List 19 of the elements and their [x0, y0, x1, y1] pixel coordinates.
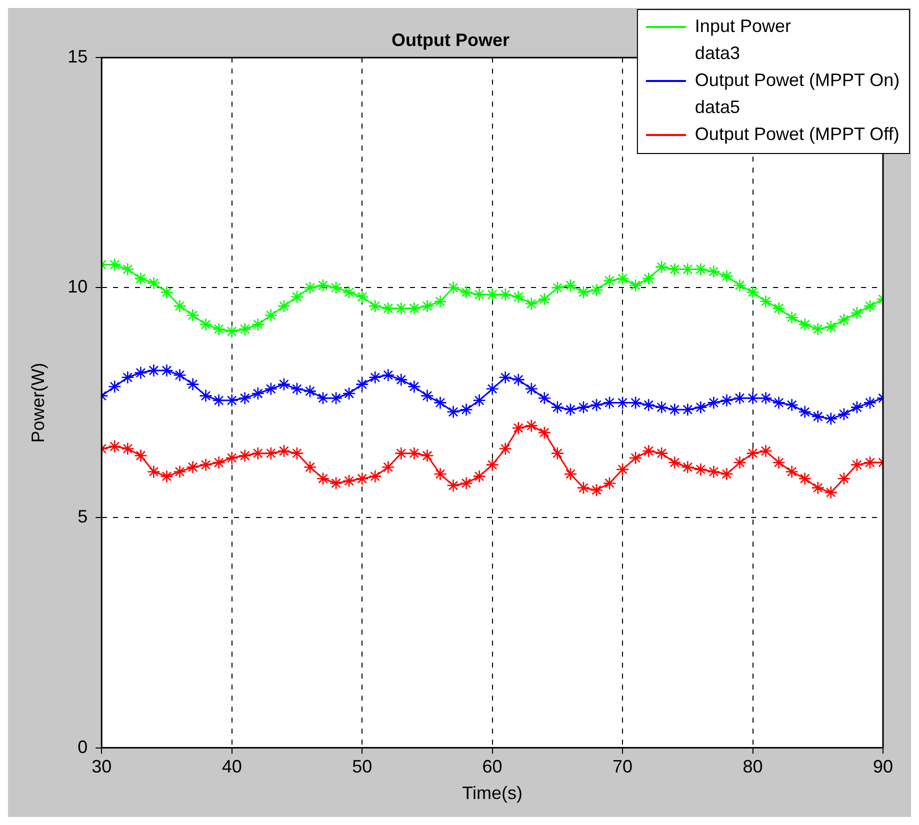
y-tick-label: 10 — [68, 276, 88, 297]
text: data5 — [694, 96, 740, 117]
y-tick-label: 0 — [78, 736, 88, 757]
y-tick-label: 5 — [78, 506, 88, 527]
y-tick-label: 15 — [68, 46, 88, 67]
x-tick-label: 50 — [352, 756, 372, 777]
legend-label: Output Powet (MPPT On) — [694, 70, 900, 90]
chart-title: Output Power — [392, 30, 510, 50]
text: data3 — [694, 42, 740, 63]
x-tick-label: 30 — [92, 756, 112, 777]
x-tick-label: 70 — [612, 756, 633, 777]
x-axis-title: Time(s) — [462, 783, 522, 804]
x-tick-label: 60 — [482, 756, 502, 777]
x-tick-label: 40 — [222, 756, 242, 777]
y-axis-title: Power(W) — [28, 362, 48, 443]
x-tick-label: 80 — [742, 756, 763, 777]
legend-label: Output Powet (MPPT Off) — [694, 124, 900, 144]
x-tick-label: 90 — [872, 756, 894, 777]
legend-label: Input Power — [694, 16, 791, 36]
